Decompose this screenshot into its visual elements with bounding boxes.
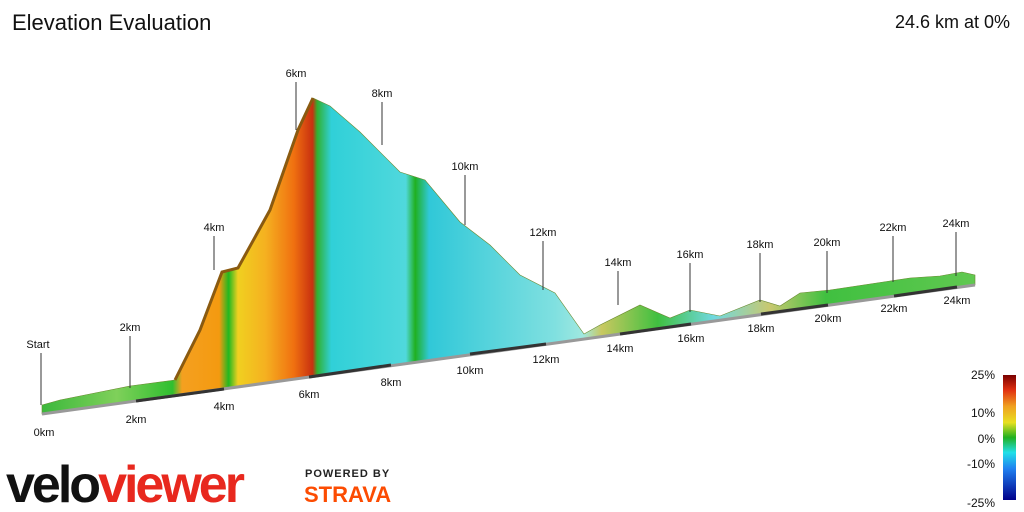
upper-marker: 2km [120,322,141,334]
markers: Start 2km 4km 6km 8km 10km 12km 14km 16km 18km 20k… [26,68,970,439]
lower-marker: 2km [126,414,147,426]
lower-marker: 16km [678,333,705,345]
base-stripes [135,285,958,403]
lower-marker: 0km [34,427,55,439]
gradient-bar [1003,375,1016,500]
logo-viewer: viewer [98,456,245,512]
upper-marker: 14km [605,257,632,269]
lower-marker: 10km [457,365,484,377]
upper-marker: 16km [677,249,704,261]
strava: STRAVA [304,482,391,507]
lower-marker: 22km [881,303,908,315]
upper-marker: 24km [943,218,970,230]
lower-marker: 6km [299,389,320,401]
lower-marker: 4km [214,401,235,413]
powered-by: POWERED BY [305,468,390,480]
upper-marker: 20km [814,237,841,249]
profile-ridge [173,97,315,381]
upper-marker: 18km [747,239,774,251]
legend-label: 25% [971,368,995,382]
upper-marker: 10km [452,161,479,173]
lower-marker: 12km [533,354,560,366]
lower-marker: 14km [607,343,634,355]
upper-marker: 12km [530,227,557,239]
upper-marker: Start [26,339,49,351]
gradient-legend: 25% 10% 0% -10% -25% [967,368,995,510]
legend-label: 0% [978,432,996,446]
upper-marker: 8km [372,88,393,100]
legend-label: 10% [971,406,995,420]
upper-marker: 4km [204,222,225,234]
summary: 24.6 km at 0% [895,12,1010,32]
legend-label: -10% [967,457,995,471]
logo-velo: velo [6,456,99,512]
logo: veloviewer [6,456,245,512]
lower-marker: 18km [748,323,775,335]
title: Elevation Evaluation [12,10,211,35]
upper-marker: 22km [880,222,907,234]
lower-marker: 24km [944,295,971,307]
legend-label: -25% [967,496,995,510]
upper-marker: 6km [286,68,307,80]
lower-marker: 8km [381,377,402,389]
lower-marker: 20km [815,313,842,325]
